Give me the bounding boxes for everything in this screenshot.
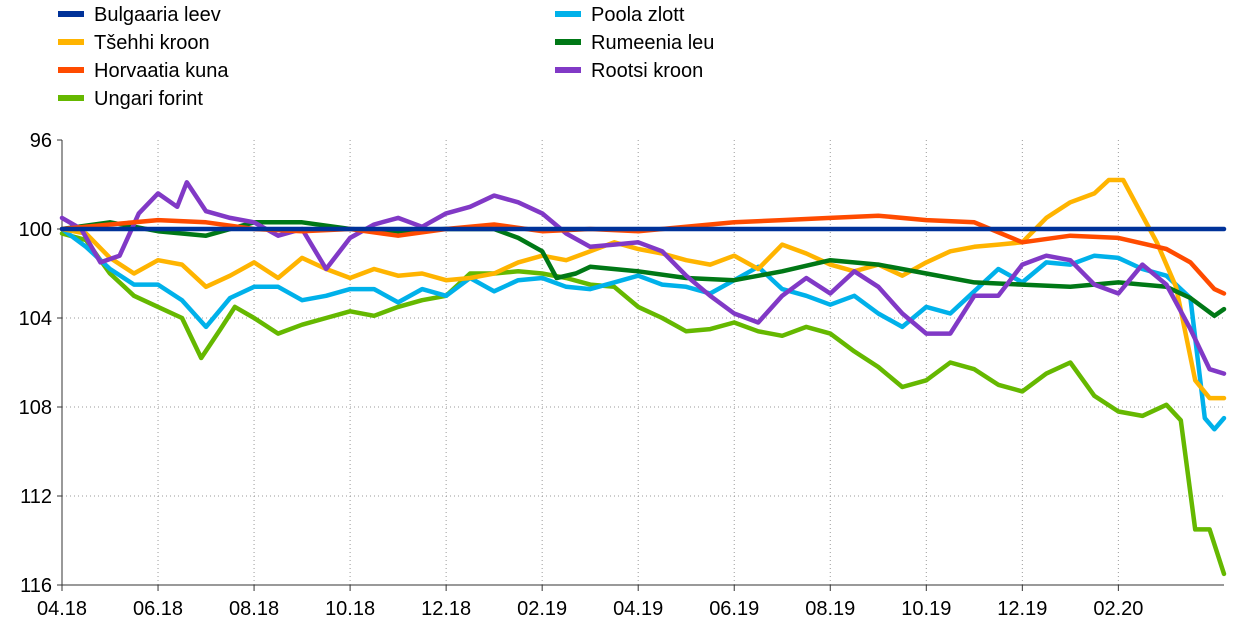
x-tick-label: 04.18	[37, 598, 87, 620]
legend-label: Tšehhi kroon	[94, 32, 210, 54]
series-line-tšehhi-kroon	[59, 177, 1227, 401]
y-tick-label: 108	[19, 397, 52, 419]
x-tick-label: 06.18	[133, 598, 183, 620]
legend: Bulgaaria leev Tšehhi kroon Horvaatia kuna…	[58, 4, 714, 110]
y-tick-label: 116	[20, 575, 52, 597]
y-tick-label: 100	[19, 219, 52, 241]
grid	[62, 140, 1224, 585]
series-line-poola-zlott	[59, 226, 1227, 432]
legend-label: Horvaatia kuna	[94, 60, 229, 82]
legend-label: Bulgaaria leev	[94, 4, 221, 26]
legend-label: Poola zlott	[591, 4, 685, 26]
x-tick-label: 02.19	[517, 598, 567, 620]
y-tick-label: 112	[20, 486, 52, 508]
series-line-rumeenia-leu	[59, 220, 1227, 319]
y-tick-label: 96	[30, 130, 52, 152]
x-tick-label: 06.19	[709, 598, 759, 620]
y-tick-label: 104	[19, 308, 52, 330]
series-lines	[59, 177, 1227, 577]
x-tick-label: 10.18	[325, 598, 375, 620]
legend-label: Ungari forint	[94, 88, 203, 110]
x-tick-label: 10.19	[901, 598, 951, 620]
x-tick-label: 12.19	[997, 598, 1047, 620]
legend-label: Rootsi kroon	[591, 60, 703, 82]
x-tick-label: 08.19	[805, 598, 855, 620]
x-tick-label: 12.18	[421, 598, 471, 620]
x-tick-label: 04.19	[613, 598, 663, 620]
x-tick-label: 08.18	[229, 598, 279, 620]
x-tick-label: 02.20	[1093, 598, 1143, 620]
legend-label: Rumeenia leu	[591, 32, 714, 54]
series-line-rootsi-kroon	[59, 180, 1227, 376]
series-line-ungari-forint	[59, 231, 1227, 577]
